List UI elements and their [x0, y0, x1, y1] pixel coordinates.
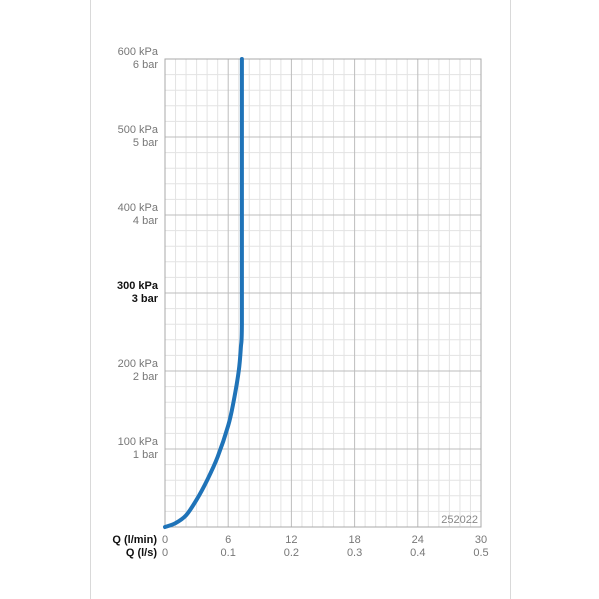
- x-axis-name: Q (l/s): [126, 547, 158, 559]
- page-right-edge: [510, 0, 511, 599]
- x-tick-label: 0.1: [221, 547, 236, 559]
- y-tick-label-kpa: 200 kPa: [118, 358, 159, 370]
- y-tick-label-kpa: 500 kPa: [118, 124, 159, 136]
- x-tick-label: 0.3: [347, 547, 362, 559]
- x-tick-label: 0.2: [284, 547, 299, 559]
- plot-border: [164, 58, 482, 528]
- y-tick-label-bar: 1 bar: [133, 449, 158, 461]
- x-tick-label: 18: [348, 534, 360, 546]
- y-tick-label-bar: 3 bar: [132, 293, 159, 305]
- y-tick-label-kpa: 600 kPa: [118, 46, 159, 58]
- x-tick-label: 24: [412, 534, 424, 546]
- y-tick-label-bar: 5 bar: [133, 137, 158, 149]
- y-tick-label-bar: 2 bar: [133, 371, 158, 383]
- grid: [165, 59, 481, 527]
- y-tick-label-bar: 6 bar: [133, 59, 158, 71]
- x-tick-label: 0.4: [410, 547, 425, 559]
- x-axis-name: Q (l/min): [112, 534, 157, 546]
- plot-frame: [164, 58, 482, 528]
- chart-code-label: 252022: [441, 514, 478, 526]
- chart-page: 100 kPa 1 bar 200 kPa 2 bar 300 kPa 3 bar 400 …: [90, 0, 511, 599]
- x-tick-label: 6: [225, 534, 231, 546]
- y-tick-label-bar: 4 bar: [133, 215, 158, 227]
- y-tick-label-kpa: 400 kPa: [118, 202, 159, 214]
- y-tick-label-kpa: 100 kPa: [118, 436, 159, 448]
- x-tick-label: 0: [162, 534, 168, 546]
- page-left-edge: [90, 0, 91, 599]
- y-tick-label-kpa: 300 kPa: [117, 280, 159, 292]
- x-tick-label: 12: [285, 534, 297, 546]
- x-tick-label: 0: [162, 547, 168, 559]
- x-tick-label: 30: [475, 534, 487, 546]
- flow-curve: [163, 57, 244, 529]
- flow-curve-layer: [163, 57, 244, 529]
- x-tick-label: 0.5: [473, 547, 488, 559]
